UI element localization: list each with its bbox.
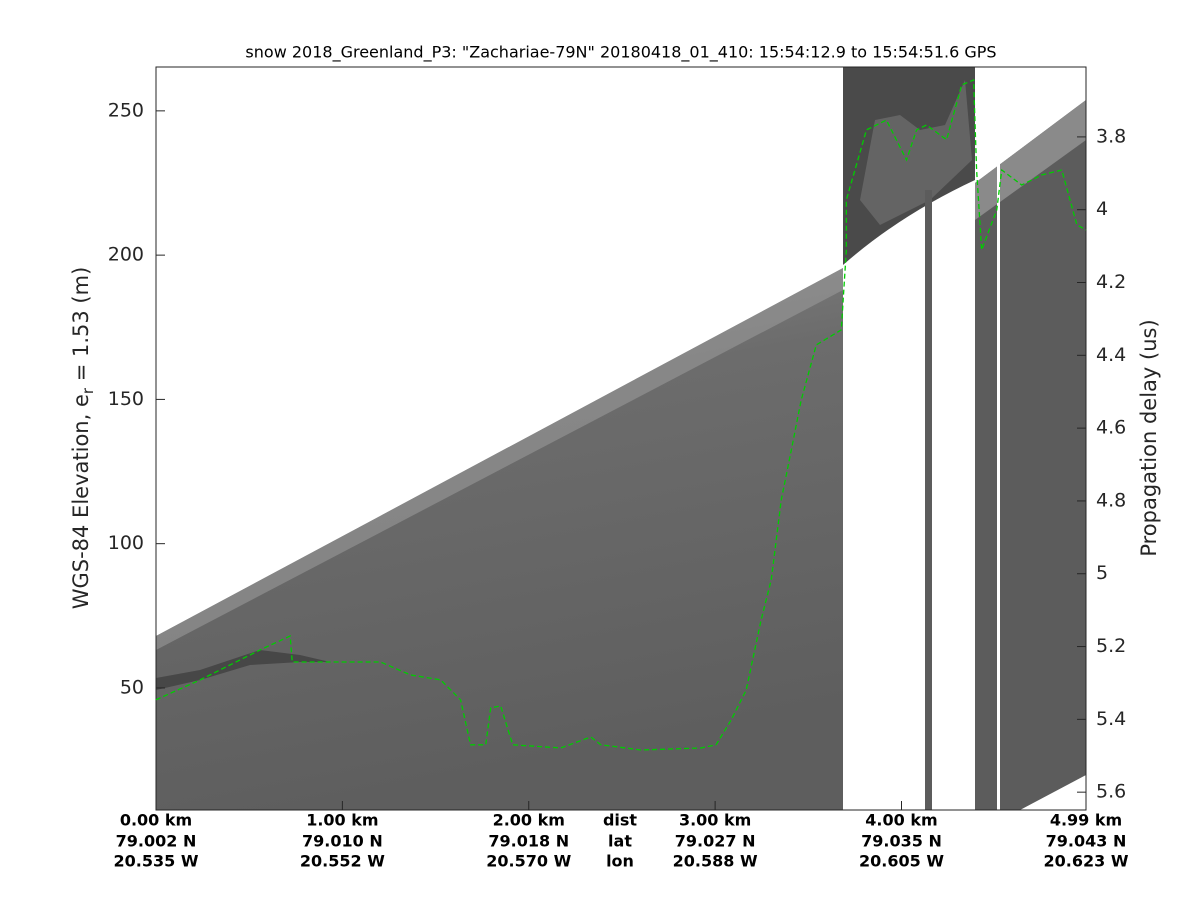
y-label-sub: r (79, 387, 97, 394)
data-line (155, 79, 1087, 751)
y2-tick-label: 4.2 (1096, 271, 1126, 293)
x-tick-label: 1.00 km (306, 811, 378, 830)
x-tick-lat: 79.018 N (488, 832, 569, 851)
y-axis-label: WGS-84 Elevation, er = 1.53 (m) (69, 267, 97, 610)
x-tick-label: 4.99 km (1050, 811, 1122, 830)
x-tick-lon: 20.535 W (114, 852, 199, 871)
echogram (156, 67, 1086, 810)
x-tick-label: 2.00 km (493, 811, 565, 830)
x-tick-label: 4.00 km (865, 811, 937, 830)
x-tick-lon: 20.605 W (859, 852, 944, 871)
y2-tick-label: 5.6 (1096, 781, 1126, 803)
y2-tick-label: 4.6 (1096, 417, 1126, 439)
x-tick-lat: 79.027 N (675, 832, 756, 851)
y2-tick-label: 4 (1096, 198, 1108, 220)
row-label: lon (606, 852, 634, 871)
x-tick-label: 0.00 km (120, 811, 192, 830)
y-tick-label: 150 (108, 388, 144, 410)
x-tick-lat: 79.035 N (861, 832, 942, 851)
y-tick-label: 100 (108, 532, 144, 554)
chart-title: snow 2018_Greenland_P3: "Zachariae-79N" … (245, 43, 996, 63)
x-tick-lon: 20.588 W (673, 852, 758, 871)
x-tick-lon: 20.552 W (300, 852, 385, 871)
x-tick-label: 3.00 km (679, 811, 751, 830)
x-tick-lat: 79.043 N (1046, 832, 1127, 851)
y2-tick-label: 3.8 (1096, 125, 1126, 147)
y2-axis-label: Propagation delay (us) (1137, 319, 1161, 556)
row-label: lat (608, 832, 632, 851)
row-label: dist (603, 811, 637, 830)
x-tick-lat: 79.002 N (116, 832, 197, 851)
plot-frame (155, 66, 1087, 811)
y2-tick-label: 5.2 (1096, 635, 1126, 657)
x-tick-lon: 20.570 W (486, 852, 571, 871)
y-tick-label: 50 (120, 676, 144, 698)
y-tick-label: 250 (108, 99, 144, 121)
y-label-rest: = 1.53 (m) (69, 267, 93, 388)
y-label-main: WGS-84 Elevation, e (69, 394, 93, 609)
y2-tick-label: 4.4 (1096, 344, 1126, 366)
x-tick-lon: 20.623 W (1044, 852, 1129, 871)
x-tick-lat: 79.010 N (302, 832, 383, 851)
y2-tick-label: 5.4 (1096, 708, 1126, 730)
y2-tick-label: 5 (1096, 562, 1108, 584)
y2-tick-label: 4.8 (1096, 489, 1126, 511)
y-tick-label: 200 (108, 244, 144, 266)
